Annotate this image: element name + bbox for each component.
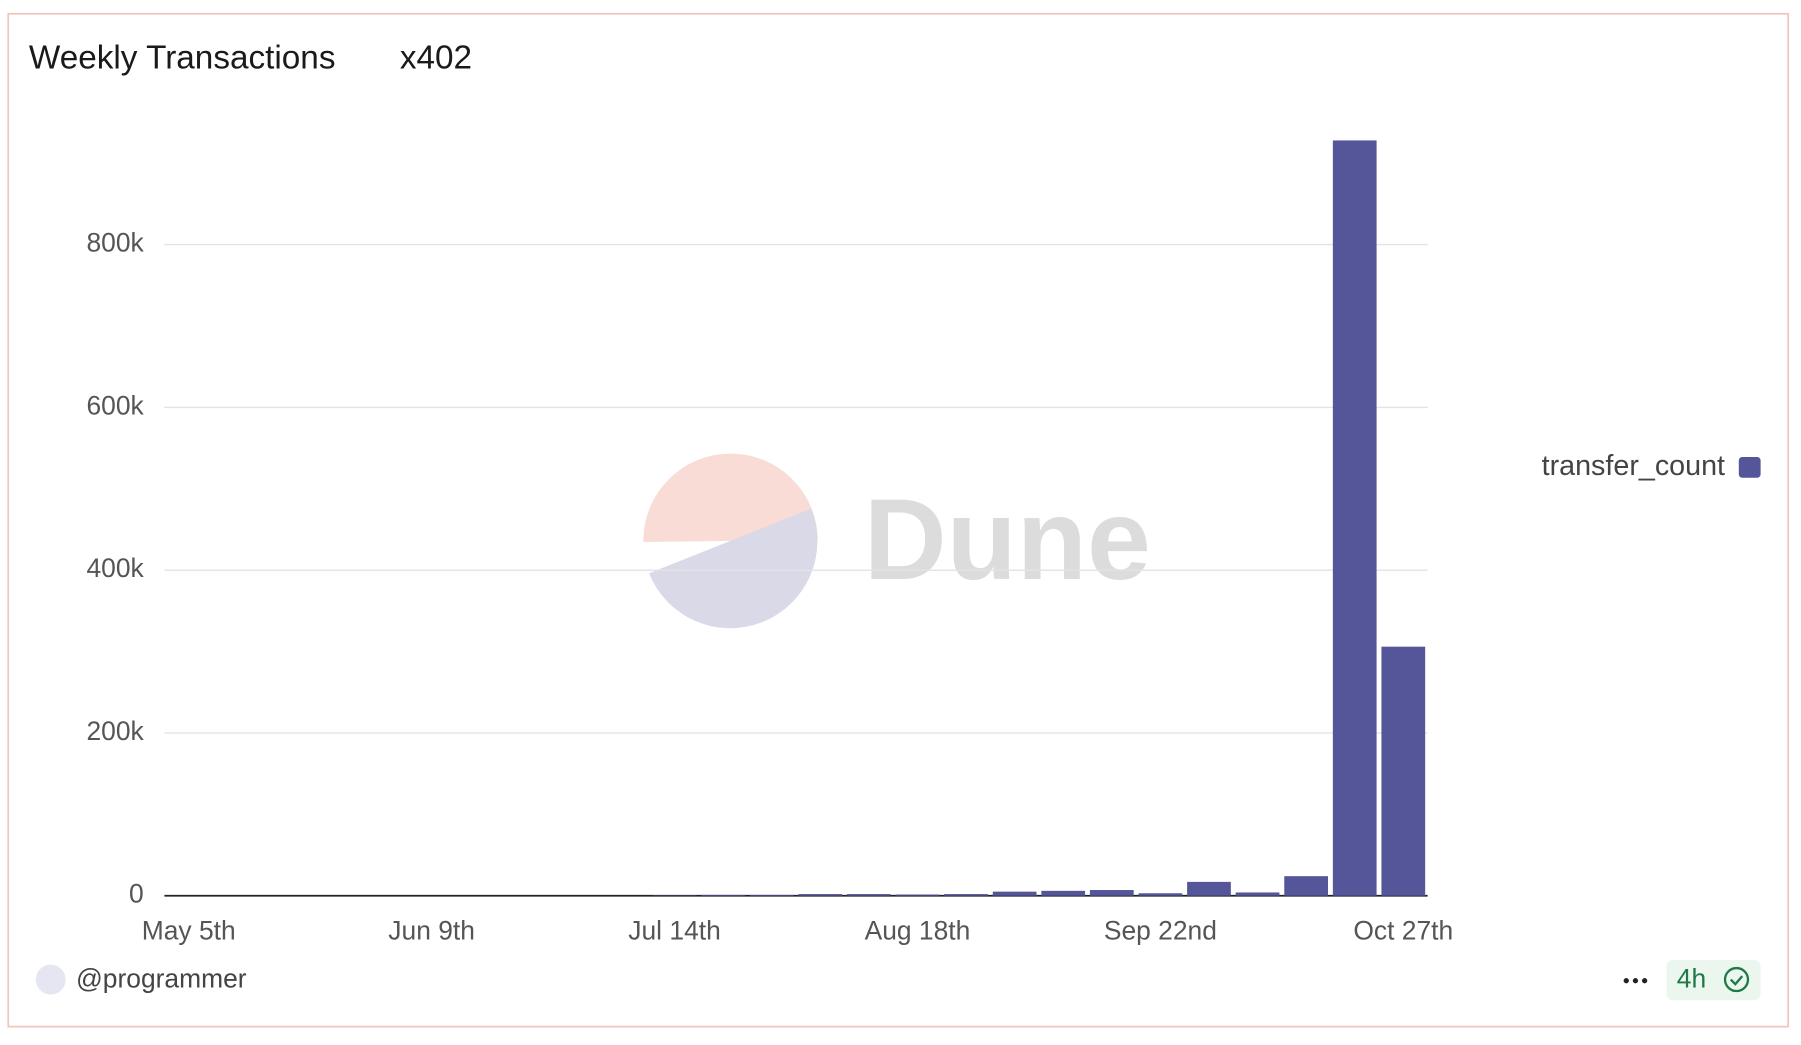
y-tick-label: 800k	[86, 228, 144, 258]
bar	[1187, 881, 1231, 896]
bar	[798, 894, 843, 896]
bar	[1089, 890, 1134, 896]
x-tick-label: Jun 9th	[388, 915, 475, 945]
plot-area: 0 200k 400k 600k 800k May 5th Jun 9th Jul 14th A…	[86, 140, 1761, 945]
bar	[1138, 893, 1183, 896]
watermark: Dune	[643, 453, 1151, 629]
y-tick-label: 0	[129, 879, 144, 909]
author[interactable]: @programmer	[76, 964, 247, 994]
bar	[701, 894, 745, 896]
y-tick-label: 200k	[86, 716, 144, 746]
check-icon	[1723, 966, 1750, 993]
legend-label: transfer_count	[1542, 450, 1725, 482]
watermark-logo-top	[643, 453, 818, 543]
bar	[895, 894, 940, 896]
x-tick-label: Oct 27th	[1353, 915, 1453, 945]
legend-swatch	[1738, 457, 1761, 478]
bar	[1381, 646, 1426, 896]
chart-title: Weekly Transactions	[29, 40, 336, 77]
x-tick-label: Aug 18th	[865, 915, 971, 945]
bar	[1284, 876, 1328, 896]
menu-dot	[1623, 978, 1629, 984]
bar	[847, 894, 891, 896]
x-tick-label: Sep 22nd	[1104, 915, 1217, 945]
y-tick-label: 400k	[86, 553, 144, 583]
x-tick-label: May 5th	[142, 915, 236, 945]
bar	[1332, 140, 1377, 896]
watermark-text: Dune	[864, 476, 1151, 604]
bar	[1235, 892, 1280, 896]
bar	[749, 894, 794, 896]
menu-dot	[1641, 978, 1648, 984]
watermark-logo-bottom	[649, 508, 818, 629]
y-tick-label: 600k	[86, 390, 144, 420]
bar	[1041, 890, 1086, 896]
menu-dot	[1632, 978, 1639, 984]
bar	[992, 891, 1037, 896]
refresh-age: 4h	[1677, 964, 1706, 994]
chart-subtitle: x402	[400, 40, 472, 77]
x-tick-label: Jul 14th	[628, 915, 720, 945]
card-border	[7, 12, 1790, 1028]
check-mark	[1729, 975, 1744, 986]
bar	[944, 894, 988, 896]
avatar	[35, 964, 66, 995]
more-menu[interactable]	[1623, 978, 1648, 984]
